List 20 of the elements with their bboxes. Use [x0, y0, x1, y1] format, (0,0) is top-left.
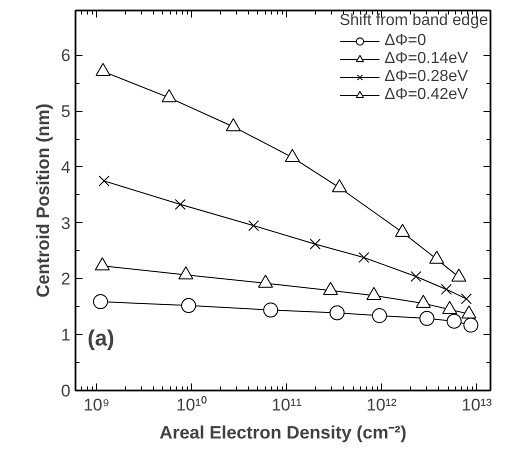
legend-title: Shift from band edge	[339, 12, 488, 30]
y-tick-label: 0	[61, 382, 71, 400]
x-tick-label: 10¹³	[462, 396, 492, 414]
x-tick-label: 10¹¹	[271, 396, 302, 414]
y-axis-title: Centroid Position (nm)	[33, 104, 54, 298]
legend-label: ΔΦ=0.28eV	[384, 68, 468, 86]
annotation: (a)	[88, 326, 114, 350]
x-tick-label: 10⁹	[83, 396, 110, 414]
x-axis-title: Areal Electron Density (cm⁻²)	[159, 422, 407, 442]
legend-label: ΔΦ=0.14eV	[384, 50, 468, 68]
y-tick-label: 5	[61, 102, 71, 122]
legend-label: ΔΦ=0	[384, 32, 426, 50]
legend-label: ΔΦ=0.42eV	[384, 86, 468, 104]
y-tick-label: 3	[61, 214, 71, 233]
y-tick-label: 4	[61, 158, 71, 177]
x-tick-label: 10¹²	[366, 396, 398, 414]
y-tick-label: 2	[61, 270, 71, 289]
y-tick-label: 1	[61, 326, 71, 345]
x-tick-label: 10¹⁰	[176, 396, 207, 414]
y-tick-label: 6	[61, 46, 71, 66]
